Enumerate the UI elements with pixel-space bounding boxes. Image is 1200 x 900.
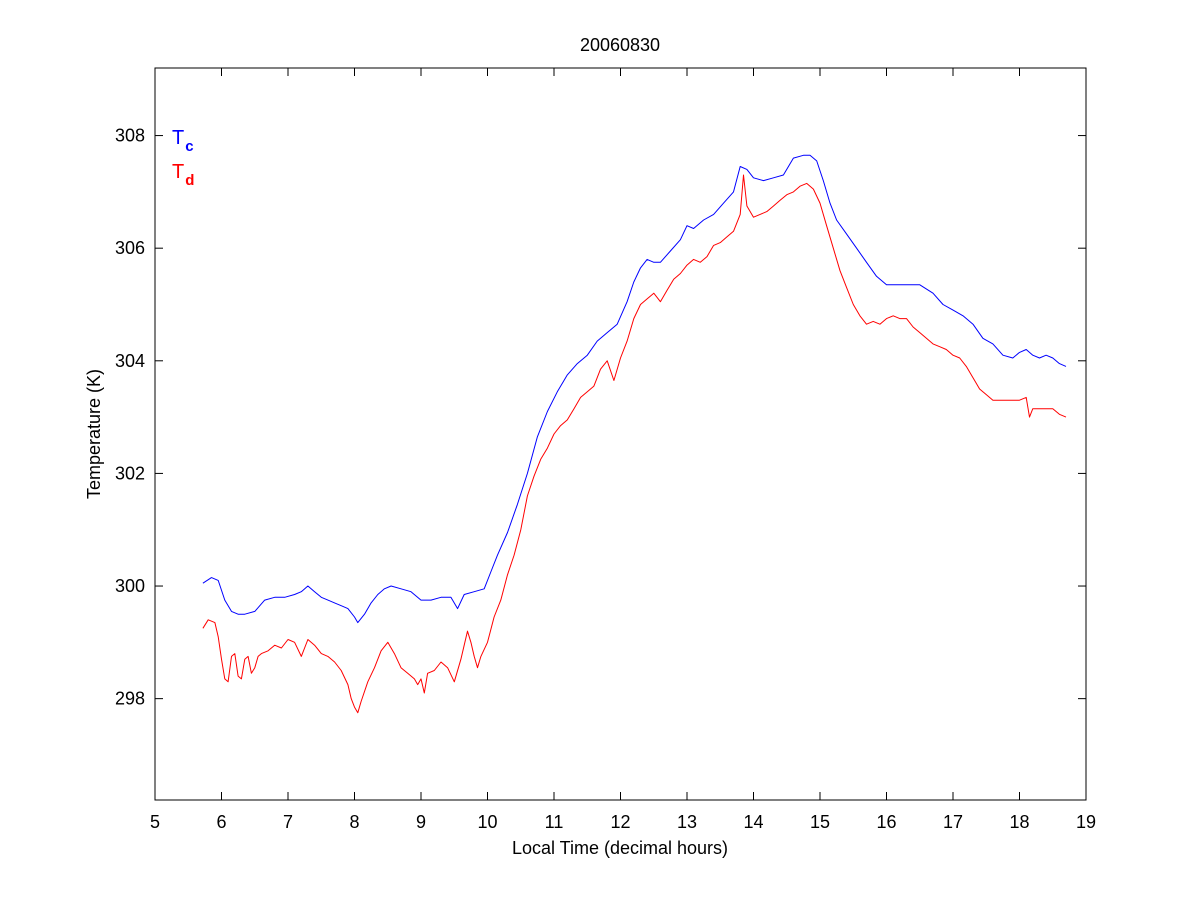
y-axis-label: Temperature (K)	[84, 369, 104, 499]
y-tick-label: 298	[115, 689, 145, 709]
x-axis-label: Local Time (decimal hours)	[512, 838, 728, 858]
y-axis: 298 300 302 304 306 308	[115, 126, 1086, 709]
series-line-Td	[202, 174, 1067, 714]
x-tick-label: 9	[416, 812, 426, 832]
series-group	[202, 154, 1067, 714]
y-tick-label: 308	[115, 126, 145, 146]
x-tick-label: 11	[545, 812, 564, 832]
x-tick-label: 15	[810, 812, 830, 832]
x-tick-label: 10	[477, 812, 497, 832]
y-tick-label: 302	[115, 463, 145, 483]
chart-title: 20060830	[580, 35, 660, 55]
y-tick-label: 306	[115, 238, 145, 258]
x-tick-label: 17	[943, 812, 963, 832]
plot-area: 5 6 7 8 9 10 11 12 13 14 15 16 17 18 19 298 300 302 304 30…	[115, 67, 1096, 832]
series-line-Tc	[202, 154, 1067, 624]
x-tick-label: 19	[1076, 812, 1096, 832]
x-tick-label: 6	[216, 812, 226, 832]
x-tick-label: 12	[610, 812, 630, 832]
x-tick-label: 8	[349, 812, 359, 832]
legend-entry-Td: Td	[172, 161, 194, 189]
x-tick-label: 13	[677, 812, 697, 832]
legend-entry-name: T	[172, 161, 184, 183]
axes-box	[154, 67, 1087, 801]
x-tick-label: 16	[876, 812, 896, 832]
legend-entry-subscript: d	[185, 172, 194, 189]
legend-entry-subscript: c	[185, 138, 193, 155]
y-tick-label: 300	[115, 576, 145, 596]
x-axis: 5 6 7 8 9 10 11 12 13 14 15 16 17 18 19	[150, 68, 1096, 832]
y-tick-label: 304	[115, 351, 145, 371]
x-tick-label: 18	[1009, 812, 1029, 832]
legend-entry-name: T	[172, 127, 184, 149]
x-tick-label: 14	[743, 812, 763, 832]
x-tick-label: 7	[283, 812, 293, 832]
x-tick-label: 5	[150, 812, 160, 832]
legend-entry-Tc: Tc	[172, 127, 194, 155]
